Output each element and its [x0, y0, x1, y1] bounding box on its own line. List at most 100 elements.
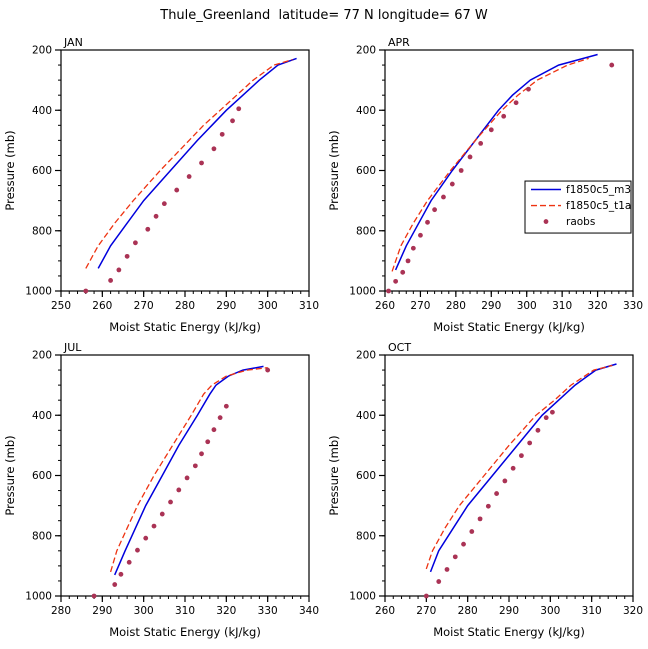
- raobs-marker: [436, 579, 442, 584]
- plot-frame: [384, 49, 634, 292]
- x-tick-label: 290: [481, 300, 501, 312]
- x-tick-label: 310: [299, 300, 319, 312]
- x-tick-label: 280: [175, 300, 195, 312]
- raobs-marker: [513, 100, 519, 106]
- panel-label: APR: [388, 36, 410, 49]
- y-tick-label: 200: [32, 350, 52, 362]
- x-tick-label: 310: [582, 605, 602, 617]
- panel-grid: 250 260 270 280 290 300 310 200 400 600 800 1000 Moi…: [0, 32, 648, 642]
- y-tick-label: 600: [32, 165, 52, 177]
- x-axis-title: Moist Static Energy (kJ/kg): [433, 320, 585, 334]
- y-tick-label: 1000: [349, 286, 376, 298]
- raobs-marker: [432, 207, 437, 213]
- raobs-marker: [386, 288, 391, 294]
- x-tick-label: 320: [216, 605, 236, 617]
- raobs-marker: [199, 451, 204, 457]
- raobs-marker: [118, 571, 124, 577]
- raobs-marker: [112, 582, 118, 587]
- y-tick-label: 600: [356, 470, 376, 482]
- y-axis-title: Pressure (mb): [3, 435, 17, 515]
- raobs-marker: [478, 140, 484, 146]
- raobs-marker: [458, 168, 464, 173]
- series-f1850c5_m3: [429, 363, 617, 573]
- panel-jan: 250 260 270 280 290 300 310 200 400 600 800 1000 Moi…: [3, 36, 319, 334]
- y-tick-label: 200: [356, 350, 376, 362]
- raobs-marker: [423, 593, 429, 599]
- raobs-marker: [485, 503, 491, 509]
- x-tick-label: 280: [51, 605, 71, 617]
- raobs-marker: [223, 403, 229, 409]
- x-axis-title: Moist Static Energy (kJ/kg): [109, 625, 261, 639]
- raobs-marker: [467, 154, 473, 160]
- raobs-marker: [176, 487, 182, 493]
- x-tick-label: 280: [446, 300, 466, 312]
- raobs-marker: [135, 547, 140, 553]
- x-tick-label: 340: [299, 605, 319, 617]
- raobs-marker: [199, 160, 204, 166]
- panel-cell-jan: 250 260 270 280 290 300 310 200 400 600 800 1000 Moi…: [0, 32, 324, 337]
- x-tick-label: 310: [175, 605, 195, 617]
- axes: 260 270 280 290 300 310 320 200 400 600 800 1000: [349, 350, 643, 618]
- x-tick-label: 300: [540, 605, 560, 617]
- x-tick-label: 270: [410, 300, 430, 312]
- raobs-marker: [449, 181, 455, 187]
- raobs-marker: [510, 465, 516, 471]
- legend-label: f1850c5_t1a: [566, 200, 631, 212]
- panel-cell-jul: 280 290 300 310 320 330 340 200 400 600 800 1000 Moi…: [0, 337, 324, 642]
- plot-frame: [60, 354, 310, 597]
- raobs-marker: [91, 593, 97, 599]
- legend-label: raobs: [566, 216, 595, 228]
- raobs-marker: [502, 478, 508, 484]
- x-tick-label: 300: [258, 300, 278, 312]
- series-f1850c5_m3: [97, 57, 297, 269]
- raobs-marker: [151, 523, 157, 529]
- series-f1850c5_m3: [394, 53, 598, 271]
- raobs-marker: [133, 240, 138, 246]
- x-tick-label: 290: [92, 605, 112, 617]
- y-tick-label: 400: [32, 105, 52, 117]
- raobs-marker: [205, 439, 211, 445]
- raobs-marker: [211, 427, 217, 433]
- y-axis-title: Pressure (mb): [327, 435, 341, 515]
- y-tick-label: 200: [32, 45, 52, 57]
- raobs-marker: [143, 535, 149, 541]
- y-tick-label: 1000: [25, 286, 52, 298]
- axes: 250 260 270 280 290 300 310 200 400 600 800 1000: [25, 45, 319, 313]
- x-tick-label: 300: [134, 605, 154, 617]
- raobs-marker: [501, 113, 507, 119]
- series-raobs: [423, 409, 555, 599]
- y-tick-label: 800: [356, 225, 376, 237]
- y-tick-label: 400: [356, 105, 376, 117]
- raobs-marker: [83, 288, 89, 294]
- x-tick-label: 330: [258, 605, 278, 617]
- raobs-marker: [124, 253, 130, 259]
- x-axis-title: Moist Static Energy (kJ/kg): [433, 625, 585, 639]
- series-raobs: [386, 62, 615, 294]
- series-f1850c5_t1a: [425, 364, 613, 570]
- plot-frame: [60, 49, 310, 292]
- series-raobs: [83, 106, 242, 294]
- raobs-marker: [168, 499, 173, 505]
- y-tick-label: 800: [32, 530, 52, 542]
- plot-title: Thule_Greenland latitude= 77 N longitude…: [160, 8, 488, 23]
- raobs-marker: [550, 409, 555, 415]
- raobs-marker: [488, 127, 494, 133]
- panel-apr: 260 270 280 290 300 310 320 330 200 400 600 800 1000…: [327, 36, 643, 334]
- x-tick-label: 310: [552, 300, 572, 312]
- raobs-marker: [116, 267, 122, 273]
- raobs-marker: [145, 226, 151, 232]
- y-tick-label: 400: [356, 410, 376, 422]
- x-tick-label: 330: [623, 300, 643, 312]
- x-tick-label: 250: [51, 300, 71, 312]
- x-tick-label: 300: [517, 300, 537, 312]
- raobs-marker: [410, 245, 416, 251]
- raobs-marker: [527, 440, 533, 446]
- raobs-marker: [217, 415, 223, 421]
- raobs-marker: [161, 201, 167, 207]
- panel-label: JAN: [63, 36, 83, 49]
- raobs-marker: [461, 541, 466, 547]
- x-tick-label: 260: [375, 605, 395, 617]
- x-tick-label: 270: [134, 300, 154, 312]
- raobs-marker: [526, 86, 531, 92]
- raobs-marker: [184, 475, 190, 481]
